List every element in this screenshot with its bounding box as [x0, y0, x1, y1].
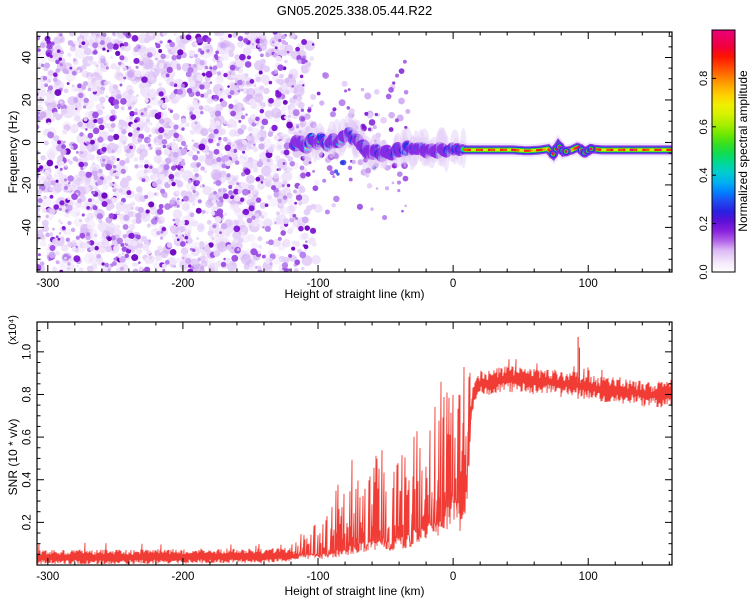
- svg-text:0.6: 0.6: [698, 119, 710, 134]
- spectrogram-x-axis-label: Height of straight line (km): [284, 287, 425, 301]
- colorbar-label: Normalized spectral amplitude: [736, 70, 750, 232]
- svg-text:-200: -200: [171, 278, 194, 290]
- svg-text:0: 0: [22, 139, 34, 145]
- svg-text:0.8: 0.8: [698, 71, 710, 86]
- spectrogram-y-axis-label: Frequency (Hz): [6, 110, 20, 194]
- svg-text:0.2: 0.2: [22, 514, 34, 530]
- svg-text:0.0: 0.0: [698, 264, 710, 279]
- svg-text:-40: -40: [22, 219, 34, 236]
- snr-scale-note: (x10⁴): [7, 315, 19, 345]
- chart-title: GN05.2025.338.05.44.R22: [276, 3, 433, 18]
- svg-text:20: 20: [22, 94, 34, 107]
- svg-text:1.0: 1.0: [22, 344, 34, 360]
- svg-text:0: 0: [450, 278, 456, 290]
- svg-text:-300: -300: [36, 278, 59, 290]
- svg-text:0: 0: [450, 571, 456, 583]
- snr-x-axis-label: Height of straight line (km): [284, 584, 425, 598]
- svg-text:0.8: 0.8: [22, 386, 34, 402]
- svg-text:100: 100: [579, 571, 598, 583]
- svg-text:-300: -300: [36, 571, 59, 583]
- svg-text:0.2: 0.2: [698, 216, 710, 231]
- svg-text:-100: -100: [307, 278, 330, 290]
- svg-text:40: 40: [22, 51, 34, 64]
- snr-y-axis-label: SNR (10 * v/v): [6, 418, 20, 496]
- svg-text:-200: -200: [171, 571, 194, 583]
- svg-text:-100: -100: [307, 571, 330, 583]
- svg-text:-20: -20: [22, 177, 34, 194]
- svg-text:0.4: 0.4: [22, 471, 34, 488]
- svg-text:0.6: 0.6: [22, 429, 34, 445]
- svg-text:100: 100: [579, 278, 598, 290]
- svg-text:0.4: 0.4: [698, 168, 710, 183]
